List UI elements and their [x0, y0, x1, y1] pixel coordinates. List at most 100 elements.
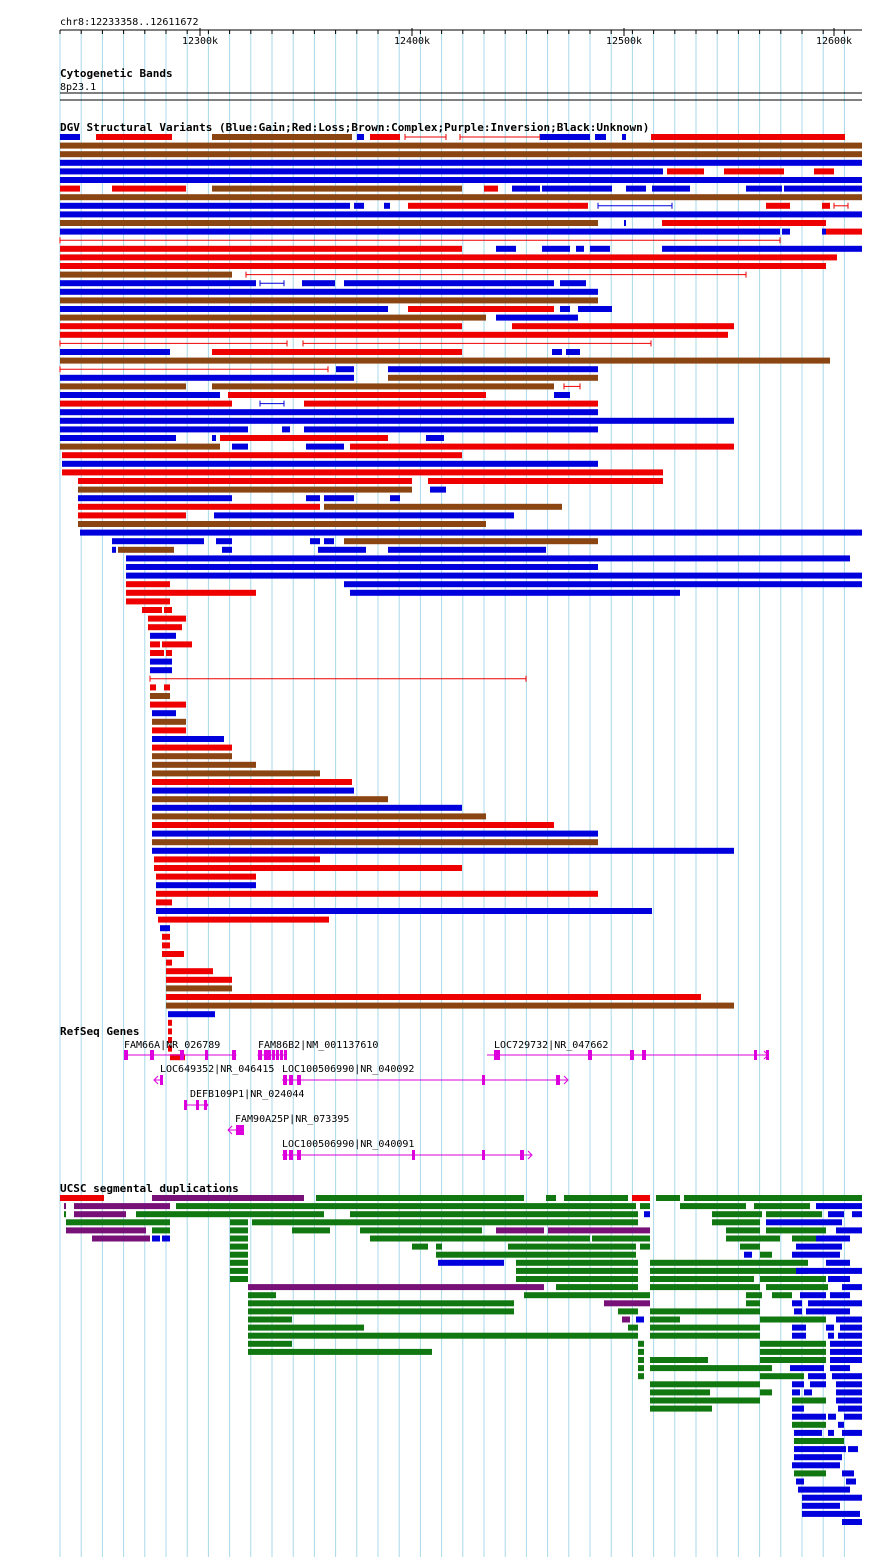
gene-exon[interactable]: [268, 1050, 271, 1060]
dgv-variant[interactable]: [78, 503, 320, 510]
segdup-feature[interactable]: [792, 1381, 804, 1388]
segdup-feature[interactable]: [838, 1405, 862, 1412]
segdup-feature[interactable]: [838, 1332, 862, 1339]
gene-exon[interactable]: [297, 1150, 301, 1160]
segdup-feature[interactable]: [548, 1227, 650, 1234]
dgv-variant[interactable]: [166, 650, 172, 656]
segdup-feature[interactable]: [650, 1284, 760, 1291]
dgv-variant[interactable]: [152, 744, 232, 751]
segdup-feature[interactable]: [846, 1478, 856, 1485]
dgv-variant[interactable]: [126, 589, 256, 596]
segdup-feature[interactable]: [760, 1340, 826, 1347]
segdup-feature[interactable]: [766, 1219, 842, 1226]
segdup-feature[interactable]: [230, 1259, 248, 1266]
dgv-variant[interactable]: [624, 220, 626, 226]
segdup-feature[interactable]: [436, 1251, 636, 1258]
dgv-variant[interactable]: [60, 288, 598, 295]
segdup-feature[interactable]: [842, 1284, 862, 1291]
dgv-variant[interactable]: [154, 865, 462, 871]
segdup-feature[interactable]: [828, 1429, 834, 1436]
dgv-variant[interactable]: [150, 701, 186, 708]
segdup-feature[interactable]: [638, 1373, 644, 1380]
dgv-variant[interactable]: [306, 495, 320, 502]
gene-exon[interactable]: [283, 1075, 287, 1085]
segdup-feature[interactable]: [828, 1211, 844, 1218]
dgv-variant[interactable]: [166, 968, 213, 975]
segdup-feature[interactable]: [796, 1243, 842, 1250]
dgv-variant[interactable]: [388, 546, 546, 553]
gene-models[interactable]: [124, 1050, 769, 1160]
dgv-variant[interactable]: [150, 658, 172, 665]
segdup-feature[interactable]: [794, 1438, 844, 1444]
dgv-variant[interactable]: [652, 185, 690, 192]
gene-strand-arrow[interactable]: [203, 1100, 209, 1110]
segdup-feature[interactable]: [826, 1259, 850, 1266]
segdup-feature[interactable]: [852, 1211, 862, 1218]
dgv-variant[interactable]: [344, 280, 554, 287]
dgv-variant[interactable]: [626, 185, 646, 192]
dgv-variant[interactable]: [60, 202, 350, 209]
segdup-feature[interactable]: [836, 1397, 862, 1404]
dgv-variant[interactable]: [560, 280, 586, 287]
segdup-feature[interactable]: [842, 1470, 854, 1477]
dgv-variant-thin[interactable]: [597, 202, 673, 209]
segdup-feature[interactable]: [650, 1405, 712, 1412]
dgv-variant[interactable]: [78, 478, 412, 484]
segdup-feature[interactable]: [650, 1365, 772, 1372]
segdup-feature[interactable]: [64, 1211, 66, 1218]
dgv-variant[interactable]: [782, 228, 790, 235]
gene-label-fam66a[interactable]: FAM66A|NR_026789: [124, 1040, 220, 1051]
segdup-feature[interactable]: [592, 1235, 650, 1242]
dgv-variant[interactable]: [152, 718, 186, 725]
segdup-feature[interactable]: [74, 1203, 170, 1210]
segdup-feature[interactable]: [412, 1243, 428, 1250]
segdup-feature[interactable]: [842, 1519, 862, 1525]
dgv-variant-thin[interactable]: [459, 134, 541, 140]
segdup-feature[interactable]: [828, 1413, 836, 1420]
segdup-feature[interactable]: [248, 1284, 544, 1291]
dgv-variant[interactable]: [60, 142, 862, 149]
dgv-variant[interactable]: [168, 1037, 172, 1043]
segdup-feature[interactable]: [556, 1284, 638, 1291]
dgv-variant[interactable]: [428, 478, 663, 484]
segdup-feature[interactable]: [796, 1478, 804, 1485]
segdup-feature[interactable]: [766, 1211, 822, 1218]
gene-exon[interactable]: [232, 1050, 236, 1060]
segdup-feature[interactable]: [802, 1502, 840, 1509]
dgv-variant[interactable]: [168, 1028, 172, 1035]
segdup-feature[interactable]: [650, 1389, 710, 1396]
dgv-variant[interactable]: [578, 306, 612, 312]
segdup-feature[interactable]: [650, 1308, 760, 1315]
segdup-feature[interactable]: [848, 1446, 858, 1453]
dgv-variant[interactable]: [164, 684, 170, 691]
dgv-variant[interactable]: [150, 650, 164, 656]
segdup-feature[interactable]: [248, 1340, 292, 1347]
dgv-variant[interactable]: [150, 693, 170, 699]
dgv-variant[interactable]: [822, 228, 826, 235]
dgv-variant[interactable]: [512, 185, 540, 192]
dgv-variant[interactable]: [78, 486, 412, 493]
segdup-feature[interactable]: [316, 1195, 524, 1201]
segdup-feature[interactable]: [792, 1462, 840, 1469]
segdup-feature[interactable]: [792, 1251, 840, 1258]
dgv-variant[interactable]: [354, 202, 364, 209]
gene-model[interactable]: [282, 1150, 533, 1160]
dgv-variant[interactable]: [324, 503, 562, 510]
segdup-feature[interactable]: [230, 1219, 248, 1226]
segdup-feature[interactable]: [248, 1300, 514, 1307]
gene-exon[interactable]: [289, 1150, 293, 1160]
dgv-variant[interactable]: [60, 400, 232, 407]
segdup-feature[interactable]: [176, 1203, 636, 1210]
segdup-feature[interactable]: [622, 1316, 630, 1323]
segdup-feature[interactable]: [816, 1203, 862, 1210]
gene-exon[interactable]: [494, 1050, 500, 1060]
dgv-variant[interactable]: [148, 624, 182, 631]
gene-exon[interactable]: [272, 1050, 275, 1060]
segdup-feature[interactable]: [794, 1308, 802, 1315]
segdup-feature[interactable]: [830, 1365, 850, 1372]
dgv-variant[interactable]: [160, 925, 170, 932]
segdup-feature[interactable]: [800, 1292, 826, 1299]
dgv-variant[interactable]: [60, 426, 248, 433]
segdup-feature[interactable]: [794, 1454, 842, 1461]
segdup-feature[interactable]: [546, 1195, 556, 1201]
